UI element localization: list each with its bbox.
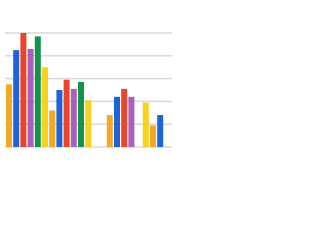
bar [106, 115, 113, 147]
bar [42, 67, 48, 147]
bar [78, 82, 84, 147]
bar [157, 115, 164, 147]
bar [34, 36, 41, 147]
bar [70, 88, 77, 147]
chart [5, 32, 172, 148]
bar [49, 110, 56, 147]
bar [121, 88, 128, 147]
bar [63, 79, 70, 147]
bar [27, 48, 34, 147]
bar [6, 84, 12, 147]
bar [114, 96, 120, 147]
bar [150, 125, 156, 147]
bar [20, 33, 27, 147]
bar [85, 100, 92, 147]
bar [13, 50, 20, 147]
bar [56, 90, 63, 147]
bar [142, 102, 149, 147]
bar [128, 96, 135, 147]
